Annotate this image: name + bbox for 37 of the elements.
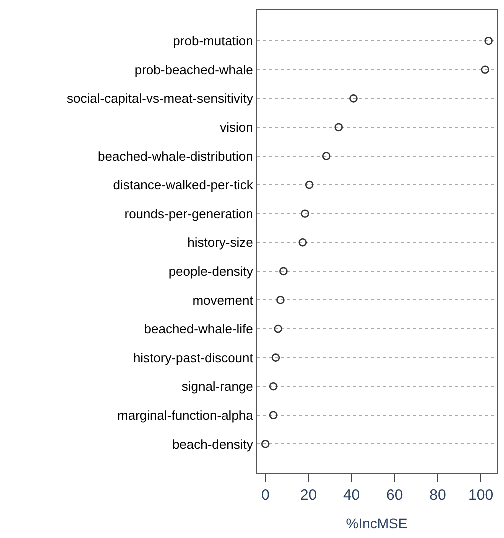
x-tick-label: 100 [468,487,494,504]
point [334,123,344,132]
x-tick-label: 20 [300,487,318,504]
y-tick-label: movement [192,292,254,308]
y-tick-label: history-size [188,235,254,250]
y-tick-label: history-past-discount [133,350,254,366]
y-tick-label: beached-whale-life [144,322,254,337]
x-tick-label: 80 [430,487,446,504]
point [305,180,314,190]
y-tick-label: signal-range [182,379,254,394]
y-tick-label: social-capital-vs-meat-sensitivity [67,91,254,106]
x-tick-label: 40 [343,487,360,504]
point [322,152,331,160]
y-tick-label: vision [220,120,254,136]
point [269,382,278,391]
x-tick-label: 60 [386,487,404,504]
x-tick-label: 0 [261,487,270,504]
y-tick-label: beached-whale-distribution [98,148,254,164]
point [274,324,282,334]
point [350,94,358,103]
x-axis-title: %IncMSE [346,515,408,532]
point [276,296,285,304]
point [261,440,270,448]
point [272,354,280,362]
point [298,238,308,247]
y-tick-label: distance-walked-per-tick [113,178,254,193]
point [280,267,288,276]
point [484,36,493,46]
point [481,66,490,74]
y-tick-label: prob-mutation [173,34,254,49]
point [269,411,278,420]
point [301,210,310,218]
y-tick-label: beach-density [172,436,254,452]
y-tick-label: rounds-per-generation [124,206,254,222]
y-tick-label: marginal-function-alpha [118,408,254,423]
y-tick-label: people-density [168,264,254,279]
y-tick-label: prob-beached-whale [134,62,254,78]
